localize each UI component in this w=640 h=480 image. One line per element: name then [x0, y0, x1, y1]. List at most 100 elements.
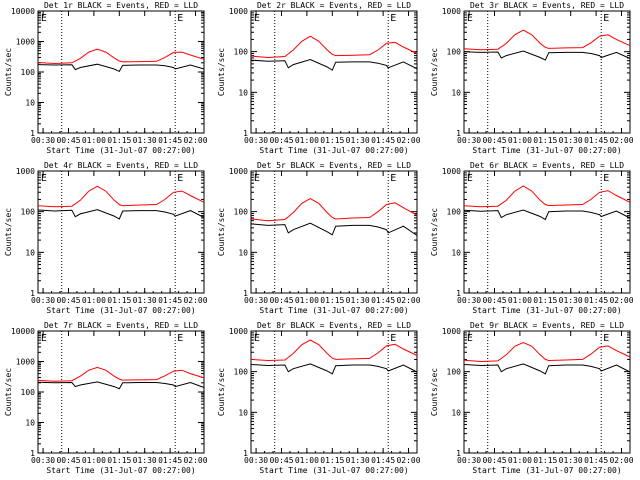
x-axis-label: Start Time (31-Jul-07 00:27:00)	[472, 306, 621, 315]
x-tick-label: 01:45	[371, 136, 395, 145]
x-axis-label: Start Time (31-Jul-07 00:27:00)	[472, 466, 621, 475]
x-tick-label: 01:30	[559, 456, 583, 465]
event-marker-label: E	[603, 13, 609, 24]
chart-title: Det 2r BLACK = Events, RED = LLD	[257, 1, 411, 10]
event-marker-label: E	[41, 333, 47, 344]
y-tick-label: 1	[243, 129, 248, 138]
series-line-events	[37, 209, 205, 220]
y-axis-label: Counts/sec	[4, 208, 13, 256]
y-axis-label: Counts/sec	[430, 368, 439, 416]
x-tick-label: 00:45	[56, 296, 80, 305]
y-tick-label: 1	[30, 129, 35, 138]
x-tick-label: 01:30	[346, 296, 370, 305]
x-tick-label: 01:15	[107, 136, 131, 145]
x-tick-label: 01:30	[559, 136, 583, 145]
event-marker-label: E	[177, 333, 183, 344]
y-tick-label: 100	[234, 48, 249, 57]
y-tick-label: 1000	[16, 38, 35, 47]
x-tick-label: 01:30	[559, 296, 583, 305]
y-tick-label: 1	[243, 289, 248, 298]
event-marker-label: E	[41, 13, 47, 24]
chart-panel-9: Det 9r BLACK = Events, RED = LLD 1 10 100 10…	[430, 321, 634, 475]
chart-panel-2: Det 2r BLACK = Events, RED = LLD 1 10 100 10…	[217, 1, 421, 155]
y-tick-label: 1	[30, 289, 35, 298]
chart-panel-4: Det 4r BLACK = Events, RED = LLD 1 10 100 10…	[4, 161, 208, 315]
y-tick-label: 10	[451, 248, 461, 257]
event-marker-label: E	[41, 173, 47, 184]
y-tick-label: 1000	[442, 167, 461, 176]
chart-panel-7: Det 7r BLACK = Events, RED = LLD 1 10 100 10…	[4, 321, 208, 475]
x-tick-label: 01:45	[158, 456, 182, 465]
x-tick-label: 02:00	[183, 296, 207, 305]
y-tick-label: 100	[447, 368, 462, 377]
y-axis-label: Counts/sec	[430, 48, 439, 96]
y-axis-label: Counts/sec	[4, 48, 13, 96]
plot-frame	[250, 10, 418, 134]
event-marker-label: E	[390, 173, 396, 184]
y-tick-label: 10	[451, 88, 461, 97]
x-tick-label: 00:45	[269, 136, 293, 145]
chart-panel-6: Det 6r BLACK = Events, RED = LLD 1 10 100 10…	[430, 161, 634, 315]
x-tick-label: 02:00	[609, 296, 633, 305]
plot-frame	[250, 330, 418, 454]
y-tick-label: 10	[25, 248, 35, 257]
y-tick-label: 1000	[229, 167, 248, 176]
x-tick-label: 01:00	[82, 136, 106, 145]
x-tick-label: 01:15	[320, 456, 344, 465]
x-tick-label: 00:30	[244, 136, 268, 145]
event-marker-label: E	[603, 333, 609, 344]
series-line-lld	[37, 48, 205, 65]
y-axis-label: Counts/sec	[217, 208, 226, 256]
x-tick-label: 01:15	[533, 136, 557, 145]
y-tick-label: 10	[451, 408, 461, 417]
plot-frame	[463, 170, 631, 294]
event-marker-label: E	[254, 13, 260, 24]
x-tick-label: 01:30	[346, 456, 370, 465]
x-tick-label: 02:00	[609, 136, 633, 145]
y-tick-label: 1	[30, 449, 35, 458]
event-marker-label: E	[390, 13, 396, 24]
x-tick-label: 01:15	[107, 296, 131, 305]
x-tick-label: 01:00	[508, 296, 532, 305]
event-marker-label: E	[603, 173, 609, 184]
y-tick-label: 1	[456, 289, 461, 298]
y-axis-label: Counts/sec	[217, 48, 226, 96]
y-tick-label: 100	[21, 68, 36, 77]
x-axis-label: Start Time (31-Jul-07 00:27:00)	[259, 146, 408, 155]
x-tick-label: 00:45	[269, 456, 293, 465]
chart-title: Det 1r BLACK = Events, RED = LLD	[44, 1, 198, 10]
x-tick-label: 01:00	[295, 456, 319, 465]
y-tick-label: 10	[238, 408, 248, 417]
series-line-lld	[37, 366, 205, 382]
y-tick-label: 1000	[16, 358, 35, 367]
series-line-lld	[463, 341, 631, 363]
x-tick-label: 02:00	[396, 136, 420, 145]
series-line-events	[250, 58, 418, 71]
chart-panel-8: Det 8r BLACK = Events, RED = LLD 1 10 100 10…	[217, 321, 421, 475]
x-tick-label: 01:45	[371, 296, 395, 305]
x-tick-label: 01:00	[508, 136, 532, 145]
y-tick-label: 1000	[442, 7, 461, 16]
x-tick-label: 01:15	[320, 296, 344, 305]
x-tick-label: 01:45	[584, 456, 608, 465]
plot-frame	[250, 170, 418, 294]
x-tick-label: 01:45	[371, 456, 395, 465]
y-tick-label: 10000	[11, 7, 35, 16]
x-tick-label: 00:30	[457, 456, 481, 465]
x-tick-label: 00:30	[31, 136, 55, 145]
chart-title: Det 8r BLACK = Events, RED = LLD	[257, 321, 411, 330]
event-marker-label: E	[390, 333, 396, 344]
series-line-lld	[463, 185, 631, 208]
x-axis-label: Start Time (31-Jul-07 00:27:00)	[46, 466, 195, 475]
chart-title: Det 3r BLACK = Events, RED = LLD	[470, 1, 624, 10]
series-line-events	[250, 222, 418, 236]
x-tick-label: 02:00	[396, 296, 420, 305]
x-tick-label: 02:00	[396, 456, 420, 465]
plot-frame	[37, 170, 205, 294]
event-marker-label: E	[177, 13, 183, 24]
x-tick-label: 01:15	[320, 136, 344, 145]
y-tick-label: 1000	[229, 7, 248, 16]
x-tick-label: 01:15	[107, 456, 131, 465]
x-tick-label: 01:15	[533, 296, 557, 305]
x-tick-label: 02:00	[609, 456, 633, 465]
